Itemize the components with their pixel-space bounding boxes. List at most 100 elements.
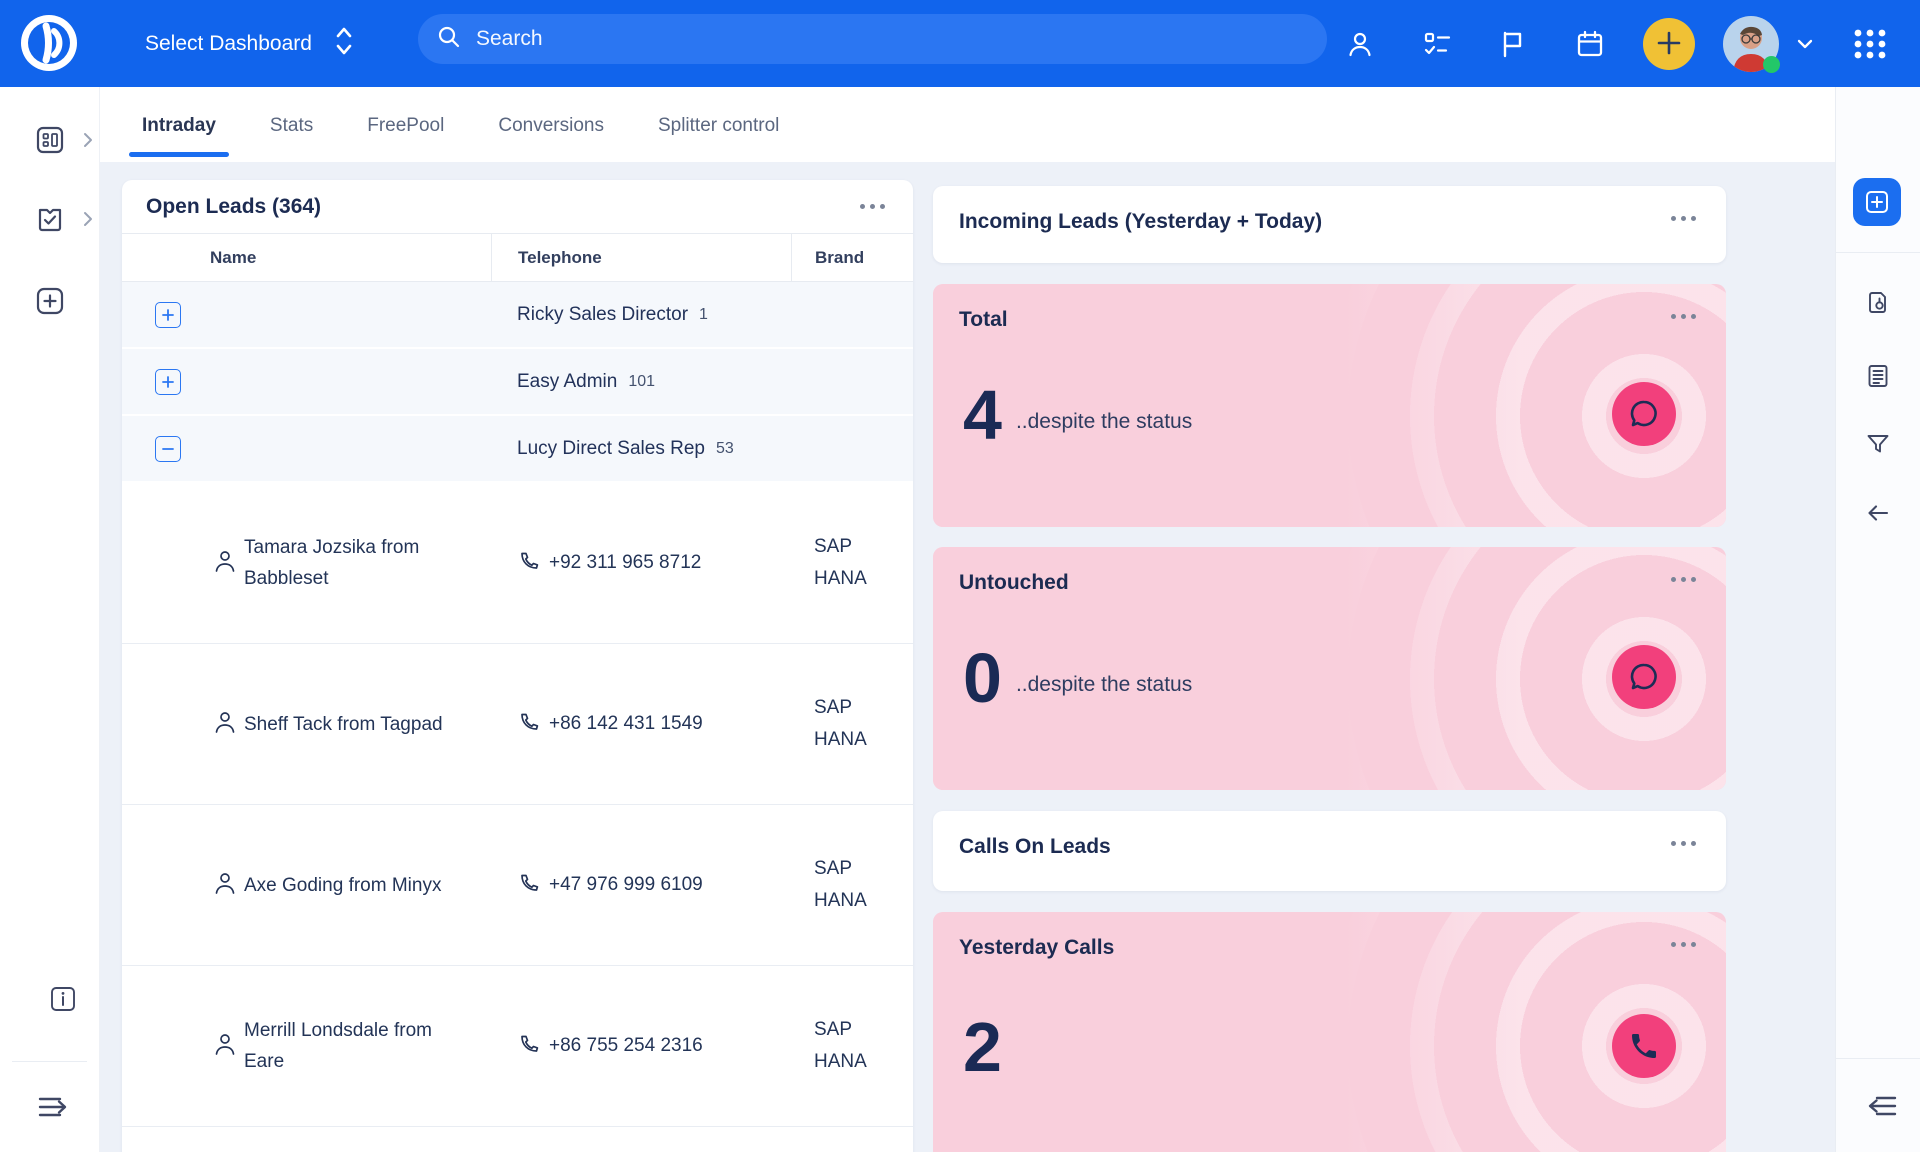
untouched-widget: Untouched 0 ..despite the status	[933, 547, 1726, 790]
copy-page-icon[interactable]	[1865, 290, 1891, 316]
metric-value: 4	[963, 376, 1002, 454]
lead-brand: SAP HANA	[814, 697, 867, 750]
tab-intraday[interactable]: Intraday	[129, 91, 229, 159]
kebab-menu-dots[interactable]	[858, 198, 887, 215]
expand-button[interactable]	[155, 368, 181, 395]
app-logo-icon[interactable]	[20, 14, 78, 72]
online-status-dot	[1763, 56, 1780, 73]
lead-brand: SAP HANA	[814, 1019, 867, 1072]
person-icon	[213, 709, 237, 740]
kebab-menu-dots[interactable]	[1669, 835, 1698, 852]
group-row[interactable]: Easy Admin 101	[122, 349, 913, 416]
search-icon	[436, 24, 462, 55]
group-label: Ricky Sales Director	[517, 303, 689, 325]
divider	[12, 1061, 87, 1062]
column-header-brand: Brand	[791, 234, 913, 281]
lead-row[interactable]: Axe Goding from Minyx +47 976 999 6109 S…	[122, 805, 913, 966]
widget-title: Calls On Leads	[959, 835, 1111, 858]
tab-freepool[interactable]: FreePool	[367, 114, 445, 136]
chevron-right-icon[interactable]	[82, 131, 94, 149]
global-search[interactable]	[418, 14, 1327, 64]
sidebar-item-tasks[interactable]	[36, 205, 64, 233]
calendar-icon[interactable]	[1575, 29, 1605, 59]
lead-name: Merrill Londsdale from Eare	[244, 1020, 432, 1072]
right-widgets: Incoming Leads (Yesterday + Today) Total…	[933, 162, 1726, 1152]
table-header: Name Telephone Brand	[122, 233, 913, 282]
filter-icon[interactable]	[1865, 431, 1891, 457]
add-widget-button[interactable]	[1853, 178, 1901, 226]
incoming-leads-widget: Incoming Leads (Yesterday + Today)	[933, 186, 1726, 263]
arrow-left-icon[interactable]	[1865, 500, 1891, 526]
lead-phone: +86 142 431 1549	[549, 713, 703, 734]
chevron-right-icon[interactable]	[82, 210, 94, 228]
chevron-down-icon[interactable]	[1796, 36, 1814, 52]
column-header-telephone: Telephone	[491, 234, 791, 281]
person-icon[interactable]	[1345, 29, 1375, 59]
kebab-menu-dots[interactable]	[1669, 936, 1698, 953]
tasks-icon[interactable]	[1422, 29, 1452, 59]
open-leads-widget: Open Leads (364) Name Telephone Brand Ri…	[122, 180, 913, 1152]
lead-row[interactable]: Sheff Tack from Tagpad +86 142 431 1549 …	[122, 644, 913, 805]
left-sidebar	[0, 87, 100, 1152]
widget-toolbar	[1835, 87, 1920, 1152]
tab-splitter-control[interactable]: Splitter control	[657, 114, 780, 136]
chat-bubble-icon[interactable]	[1612, 645, 1676, 709]
apps-grid-icon[interactable]	[1850, 27, 1890, 61]
widget-title: Yesterday Calls	[959, 936, 1115, 959]
lead-row[interactable]: Merrill Londsdale from Eare +86 755 254 …	[122, 966, 913, 1127]
group-count: 53	[715, 439, 734, 457]
sort-chevrons-icon	[334, 25, 354, 62]
person-icon	[213, 548, 237, 579]
collapse-button[interactable]	[155, 435, 181, 462]
info-icon[interactable]	[50, 986, 76, 1012]
kebab-menu-dots[interactable]	[1669, 308, 1698, 325]
kebab-menu-dots[interactable]	[1669, 210, 1698, 227]
metric-note: ..despite the status	[1015, 673, 1193, 696]
lead-phone: +47 976 999 6109	[549, 874, 703, 895]
tab-conversions[interactable]: Conversions	[498, 114, 604, 136]
report-icon[interactable]	[1865, 363, 1891, 389]
phone-icon[interactable]	[1612, 1014, 1676, 1078]
dashboard-tabs: Intraday Stats FreePool Conversions Spli…	[100, 87, 1835, 162]
total-widget: Total 4 ..despite the status	[933, 284, 1726, 527]
lead-phone: +92 311 965 8712	[549, 552, 702, 573]
chat-bubble-icon[interactable]	[1612, 382, 1676, 446]
open-leads-title: Open Leads (364)	[146, 194, 322, 218]
search-input[interactable]	[474, 26, 1309, 52]
dashboard-selector-label: Select Dashboard	[145, 31, 312, 55]
user-avatar[interactable]	[1723, 16, 1780, 73]
dashboard-selector[interactable]: Select Dashboard	[145, 0, 354, 87]
widget-title: Incoming Leads (Yesterday + Today)	[959, 210, 1323, 233]
group-row[interactable]: Lucy Direct Sales Rep 53	[122, 416, 913, 483]
lead-phone: +86 755 254 2316	[549, 1035, 703, 1056]
group-row[interactable]: Ricky Sales Director 1	[122, 282, 913, 349]
metric-note: ..despite the status	[1015, 410, 1193, 433]
lead-row[interactable]: Tamara Jozsika from Babbleset +92 311 96…	[122, 483, 913, 644]
expand-button[interactable]	[155, 301, 181, 328]
calls-on-leads-widget: Calls On Leads	[933, 811, 1726, 891]
topbar: Select Dashboard	[0, 0, 1920, 87]
phone-icon	[517, 549, 541, 578]
yesterday-calls-widget: Yesterday Calls 2	[933, 912, 1726, 1152]
group-count: 1	[699, 305, 708, 323]
group-label: Easy Admin	[517, 370, 618, 392]
collapse-panel-icon[interactable]	[1865, 1092, 1899, 1120]
phone-icon	[517, 1032, 541, 1061]
widget-title: Untouched	[959, 571, 1069, 594]
phone-icon	[517, 871, 541, 900]
kebab-menu-dots[interactable]	[1669, 571, 1698, 588]
column-header-name: Name	[210, 247, 257, 267]
expand-menu-icon[interactable]	[36, 1093, 72, 1121]
metric-value: 2	[963, 1008, 1002, 1086]
lead-name: Tamara Jozsika from Babbleset	[244, 537, 420, 589]
tab-stats[interactable]: Stats	[269, 114, 314, 136]
sidebar-add-button[interactable]	[36, 287, 64, 315]
flag-icon[interactable]	[1498, 29, 1528, 59]
metric-value: 0	[963, 639, 1002, 717]
widget-title: Total	[959, 308, 1008, 331]
lead-brand: SAP HANA	[814, 858, 867, 911]
person-icon	[213, 1031, 237, 1062]
quick-add-button[interactable]	[1643, 18, 1695, 70]
sidebar-item-dashboards[interactable]	[36, 126, 64, 154]
